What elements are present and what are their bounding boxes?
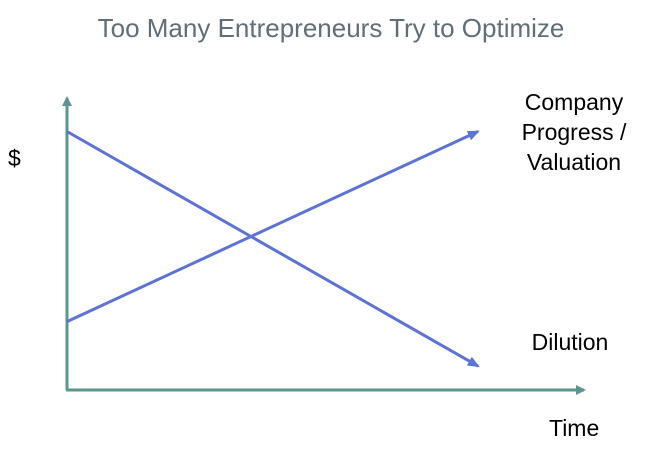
- series-label-line: Dilution: [532, 329, 609, 355]
- series-line-1: [66, 130, 480, 368]
- chart-title: Too Many Entrepreneurs Try to Optimize: [98, 13, 565, 43]
- series-label-line: Company: [525, 89, 624, 115]
- series-line-0: [66, 130, 480, 323]
- series-label-1: Dilution: [532, 329, 609, 355]
- y-axis-label: $: [8, 145, 21, 171]
- series-label-0: Company Progress / Valuation: [522, 89, 627, 175]
- series-label-line: Progress /: [522, 119, 627, 145]
- series-label-line: Valuation: [527, 149, 621, 175]
- series-layer: Company Progress / Valuation Dilution: [66, 89, 627, 368]
- x-axis-label: Time: [549, 415, 599, 441]
